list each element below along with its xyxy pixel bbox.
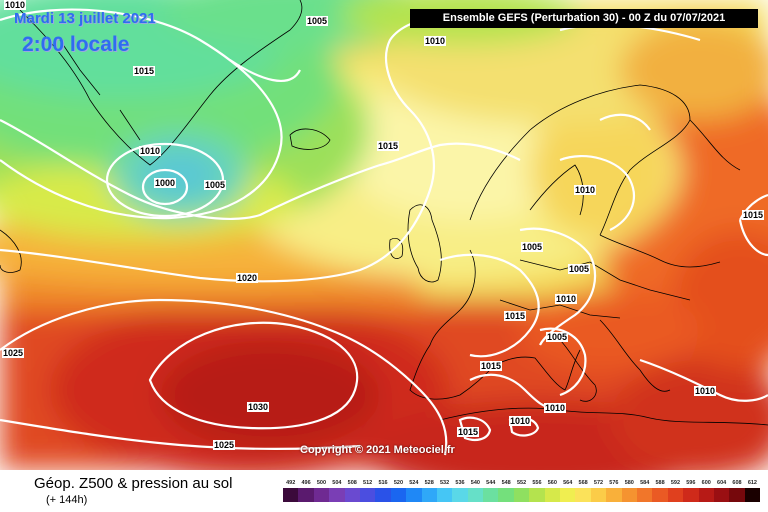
- isobar-label: 1005: [568, 264, 591, 274]
- isobars: [0, 8, 768, 456]
- legend-swatch: 492: [283, 479, 299, 503]
- legend-label: 612: [747, 480, 757, 486]
- legend-label: 532: [440, 480, 450, 486]
- legend-label: 528: [424, 480, 434, 486]
- geopotential-field: [0, 0, 768, 470]
- isobar-label: 1010: [424, 36, 447, 46]
- isobar-label: 1010: [509, 416, 532, 426]
- isobar-label: 1015: [457, 427, 480, 437]
- map-graphic: [0, 0, 768, 470]
- copyright-notice: Copyright © 2021 Meteociel.fr: [300, 444, 455, 456]
- isobar-label: 1015: [480, 361, 503, 371]
- isobar-label: 1020: [236, 273, 259, 283]
- legend-swatch: 568: [575, 479, 591, 503]
- legend-label: 504: [332, 480, 342, 486]
- legend-swatch: 592: [667, 479, 684, 503]
- legend-label: 588: [655, 480, 665, 486]
- legend-swatch: 504: [329, 479, 345, 503]
- legend-swatch: 608: [729, 479, 745, 503]
- legend-label: 548: [501, 480, 511, 486]
- legend-swatch: 596: [683, 479, 699, 503]
- isobar-label: 1015: [377, 141, 400, 151]
- forecast-lead-time: (+ 144h): [46, 494, 88, 506]
- legend-label: 604: [717, 480, 727, 486]
- legend-label: 560: [547, 480, 557, 486]
- isobar-label: 1010: [694, 386, 717, 396]
- legend-label: 572: [593, 480, 604, 486]
- legend-label: 580: [624, 480, 634, 486]
- forecast-local-time: 2:00 locale: [22, 33, 130, 56]
- isobar-label: 1010: [544, 403, 567, 413]
- legend-swatch: 520: [390, 479, 407, 503]
- legend-swatch: 572: [590, 479, 607, 503]
- coastlines: [0, 0, 768, 426]
- legend-swatch: 560: [544, 479, 561, 503]
- legend-swatch: 584: [636, 479, 653, 503]
- isobar-label: 1010: [4, 0, 27, 10]
- isobar-label: 1005: [521, 242, 544, 252]
- legend-swatch: 600: [698, 479, 714, 503]
- legend-swatch: 544: [483, 479, 499, 503]
- legend-label: 600: [701, 480, 711, 486]
- legend-label: 496: [301, 480, 311, 486]
- isobar-label: 1005: [546, 332, 569, 342]
- forecast-date: Mardi 13 juillet 2021: [14, 10, 156, 27]
- legend-label: 556: [532, 480, 542, 486]
- legend-label: 608: [732, 480, 742, 486]
- legend-label: 520: [393, 480, 404, 486]
- legend-swatch: 512: [359, 479, 376, 503]
- legend-swatch: 516: [375, 479, 391, 503]
- isobar-label: 1015: [504, 311, 527, 321]
- legend-label: 592: [670, 480, 681, 486]
- legend-label: 568: [578, 480, 588, 486]
- legend-swatch: 508: [344, 479, 360, 503]
- legend-swatch: 604: [713, 479, 730, 503]
- legend-swatch: 524: [406, 479, 422, 503]
- legend-swatch: 548: [498, 479, 514, 503]
- legend-label: 544: [486, 480, 496, 486]
- color-scale-legend: 492 496 500 504 508 512 516 520 524 528 532 536 540 5…: [283, 479, 761, 503]
- weather-map: Mardi 13 juillet 2021 2:00 locale Ensemb…: [0, 0, 768, 470]
- legend-label: 492: [286, 480, 296, 486]
- isobar-label: 1025: [213, 440, 236, 450]
- legend-swatch: 528: [421, 479, 437, 503]
- legend-swatch: 496: [298, 479, 314, 503]
- isobar-label: 1015: [742, 210, 765, 220]
- legend-swatch: 552: [513, 479, 530, 503]
- map-title: Géop. Z500 & pression au sol: [34, 475, 233, 492]
- legend-swatch: 500: [313, 479, 330, 503]
- legend-label: 552: [516, 480, 527, 486]
- legend-label: 516: [378, 480, 388, 486]
- legend-swatch: 540: [467, 479, 484, 503]
- isobar-label: 1010: [139, 146, 162, 156]
- legend-swatch: 580: [621, 479, 637, 503]
- legend-label: 596: [686, 480, 696, 486]
- legend-swatch: 536: [452, 479, 468, 503]
- legend-swatch: 556: [529, 479, 545, 503]
- isobar-label: 1030: [247, 402, 270, 412]
- legend-label: 508: [347, 480, 357, 486]
- isobar-label: 1015: [133, 66, 156, 76]
- legend-swatch: 612: [744, 479, 761, 503]
- legend-label: 540: [470, 480, 480, 486]
- run-info-banner: Ensemble GEFS (Perturbation 30) - 00 Z d…: [410, 9, 758, 28]
- legend-label: 576: [609, 480, 619, 486]
- legend-swatch: 532: [436, 479, 453, 503]
- isobar-label: 1025: [2, 348, 25, 358]
- isobar-label: 1000: [154, 178, 177, 188]
- legend-label: 584: [640, 480, 650, 486]
- isobar-label: 1005: [204, 180, 227, 190]
- legend-label: 524: [409, 480, 419, 486]
- isobar-label: 1010: [555, 294, 578, 304]
- isobar-label: 1010: [574, 185, 597, 195]
- isobar-label: 1005: [306, 16, 329, 26]
- legend-label: 536: [455, 480, 465, 486]
- legend-swatch: 576: [606, 479, 622, 503]
- legend-label: 512: [363, 480, 373, 486]
- legend-swatch: 588: [652, 479, 668, 503]
- legend-label: 500: [316, 480, 327, 486]
- legend-label: 564: [563, 480, 573, 486]
- legend-swatch: 564: [560, 479, 576, 503]
